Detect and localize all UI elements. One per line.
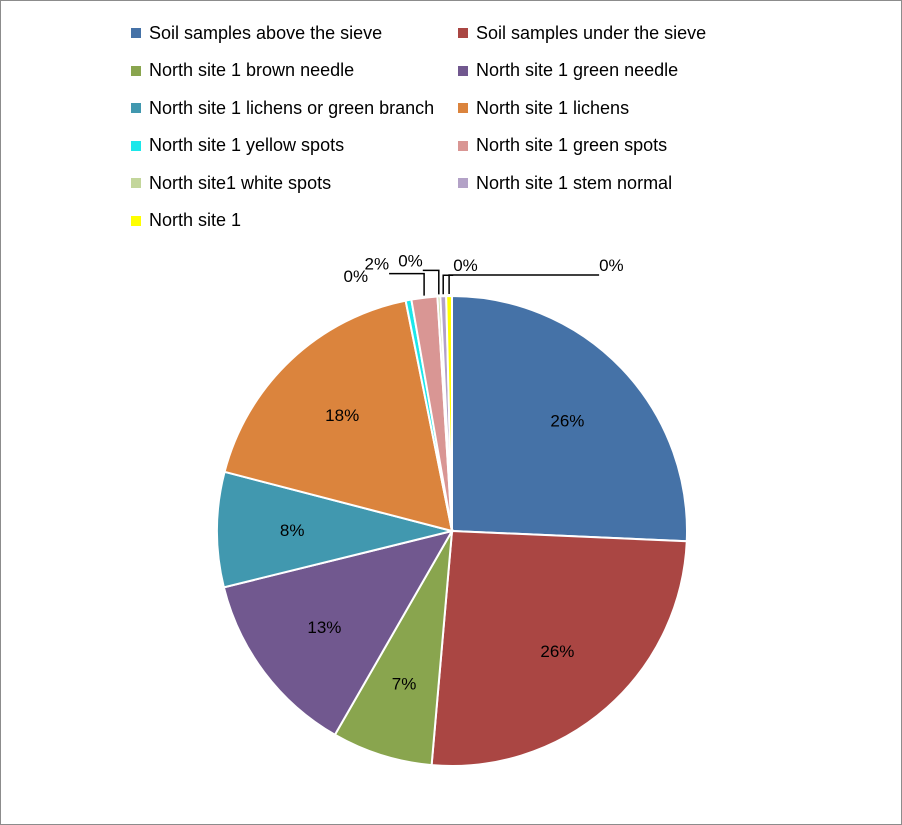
legend-swatch	[458, 178, 468, 188]
legend-swatch	[458, 103, 468, 113]
legend-swatch	[131, 103, 141, 113]
leader-line	[422, 269, 440, 295]
data-label: 0%	[453, 256, 478, 275]
legend-swatch	[131, 140, 141, 151]
legend-item: Soil samples under the sieve	[458, 21, 706, 45]
legend-swatch	[131, 65, 141, 76]
legend-label: North site1 white spots	[149, 172, 332, 193]
data-label: 13%	[307, 618, 341, 637]
legend-label: North site 1	[149, 210, 242, 230]
legend-item: North site 1 stem normal	[458, 171, 672, 195]
legend-row: Soil samples above the sieve Soil samples…	[131, 21, 751, 59]
legend-swatch	[131, 28, 141, 38]
legend-item: North site 1 lichens or green branch	[131, 96, 458, 120]
legend-item: Soil samples above the sieve	[131, 21, 458, 45]
legend-item: North site 1 lichens	[458, 96, 629, 120]
legend-label: Soil samples under the sieve	[476, 22, 707, 43]
pie-slice	[451, 294, 688, 543]
legend-swatch	[458, 65, 468, 76]
legend-swatch	[131, 215, 141, 226]
leader-line	[389, 272, 425, 296]
legend-row: North site1 white spots North site 1 stem…	[131, 171, 751, 209]
data-label: 8%	[280, 521, 305, 540]
legend-label: North site 1 green spots	[476, 135, 668, 155]
data-label: 0%	[599, 256, 624, 275]
legend-swatch	[131, 178, 141, 188]
leader-line	[448, 274, 600, 294]
data-label: 2%	[365, 255, 390, 274]
data-label: 7%	[392, 675, 417, 694]
data-label: 18%	[325, 406, 359, 425]
legend-item: North site 1 yellow spots	[131, 134, 458, 158]
legend-row: North site 1 brown needle North site 1 gr…	[131, 59, 751, 97]
legend-swatch	[458, 28, 468, 38]
legend-item: North site 1 green spots	[458, 134, 667, 158]
leader-line	[442, 274, 454, 295]
legend-label: Soil samples above the sieve	[149, 22, 383, 43]
pie-slice	[222, 529, 455, 737]
data-label: 26%	[550, 412, 584, 431]
legend-label: North site 1 stem normal	[476, 172, 673, 193]
legend-item: North site 1	[131, 209, 458, 233]
pie-slice	[445, 294, 453, 532]
legend-row: North site 1 lichens or green branch Nort…	[131, 96, 751, 134]
legend-row: North site 1 yellow spots North site 1 gr…	[131, 134, 751, 172]
legend-label: North site 1 lichens or green branch	[149, 97, 435, 118]
legend-item: North site1 white spots	[131, 171, 458, 195]
legend-item: North site 1 green needle	[458, 59, 678, 83]
data-label: 26%	[540, 642, 574, 661]
legend-label: North site 1 brown needle	[149, 60, 355, 80]
legend-item: North site 1 brown needle	[131, 59, 458, 83]
pie-slice	[216, 470, 453, 589]
legend: Soil samples above the sieve Soil samples…	[131, 21, 751, 246]
pie-slice	[430, 529, 688, 767]
legend-swatch	[458, 140, 468, 151]
data-label: 0%	[398, 251, 423, 270]
legend-row: North site 1	[131, 209, 751, 247]
legend-label: North site 1 lichens	[476, 97, 630, 118]
legend-label: North site 1 yellow spots	[149, 135, 345, 155]
legend-label: North site 1 green needle	[476, 60, 679, 80]
data-label: 0%	[344, 267, 369, 286]
pie-slice	[223, 299, 454, 533]
